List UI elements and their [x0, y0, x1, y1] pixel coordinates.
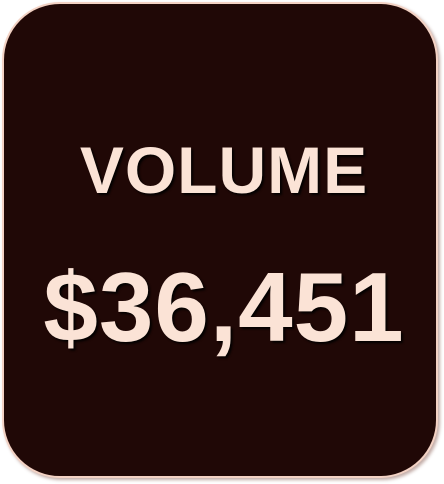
kpi-value: $36,451: [43, 252, 405, 362]
kpi-label: VOLUME: [79, 133, 369, 207]
volume-kpi-card: VOLUME $36,451: [2, 2, 438, 478]
